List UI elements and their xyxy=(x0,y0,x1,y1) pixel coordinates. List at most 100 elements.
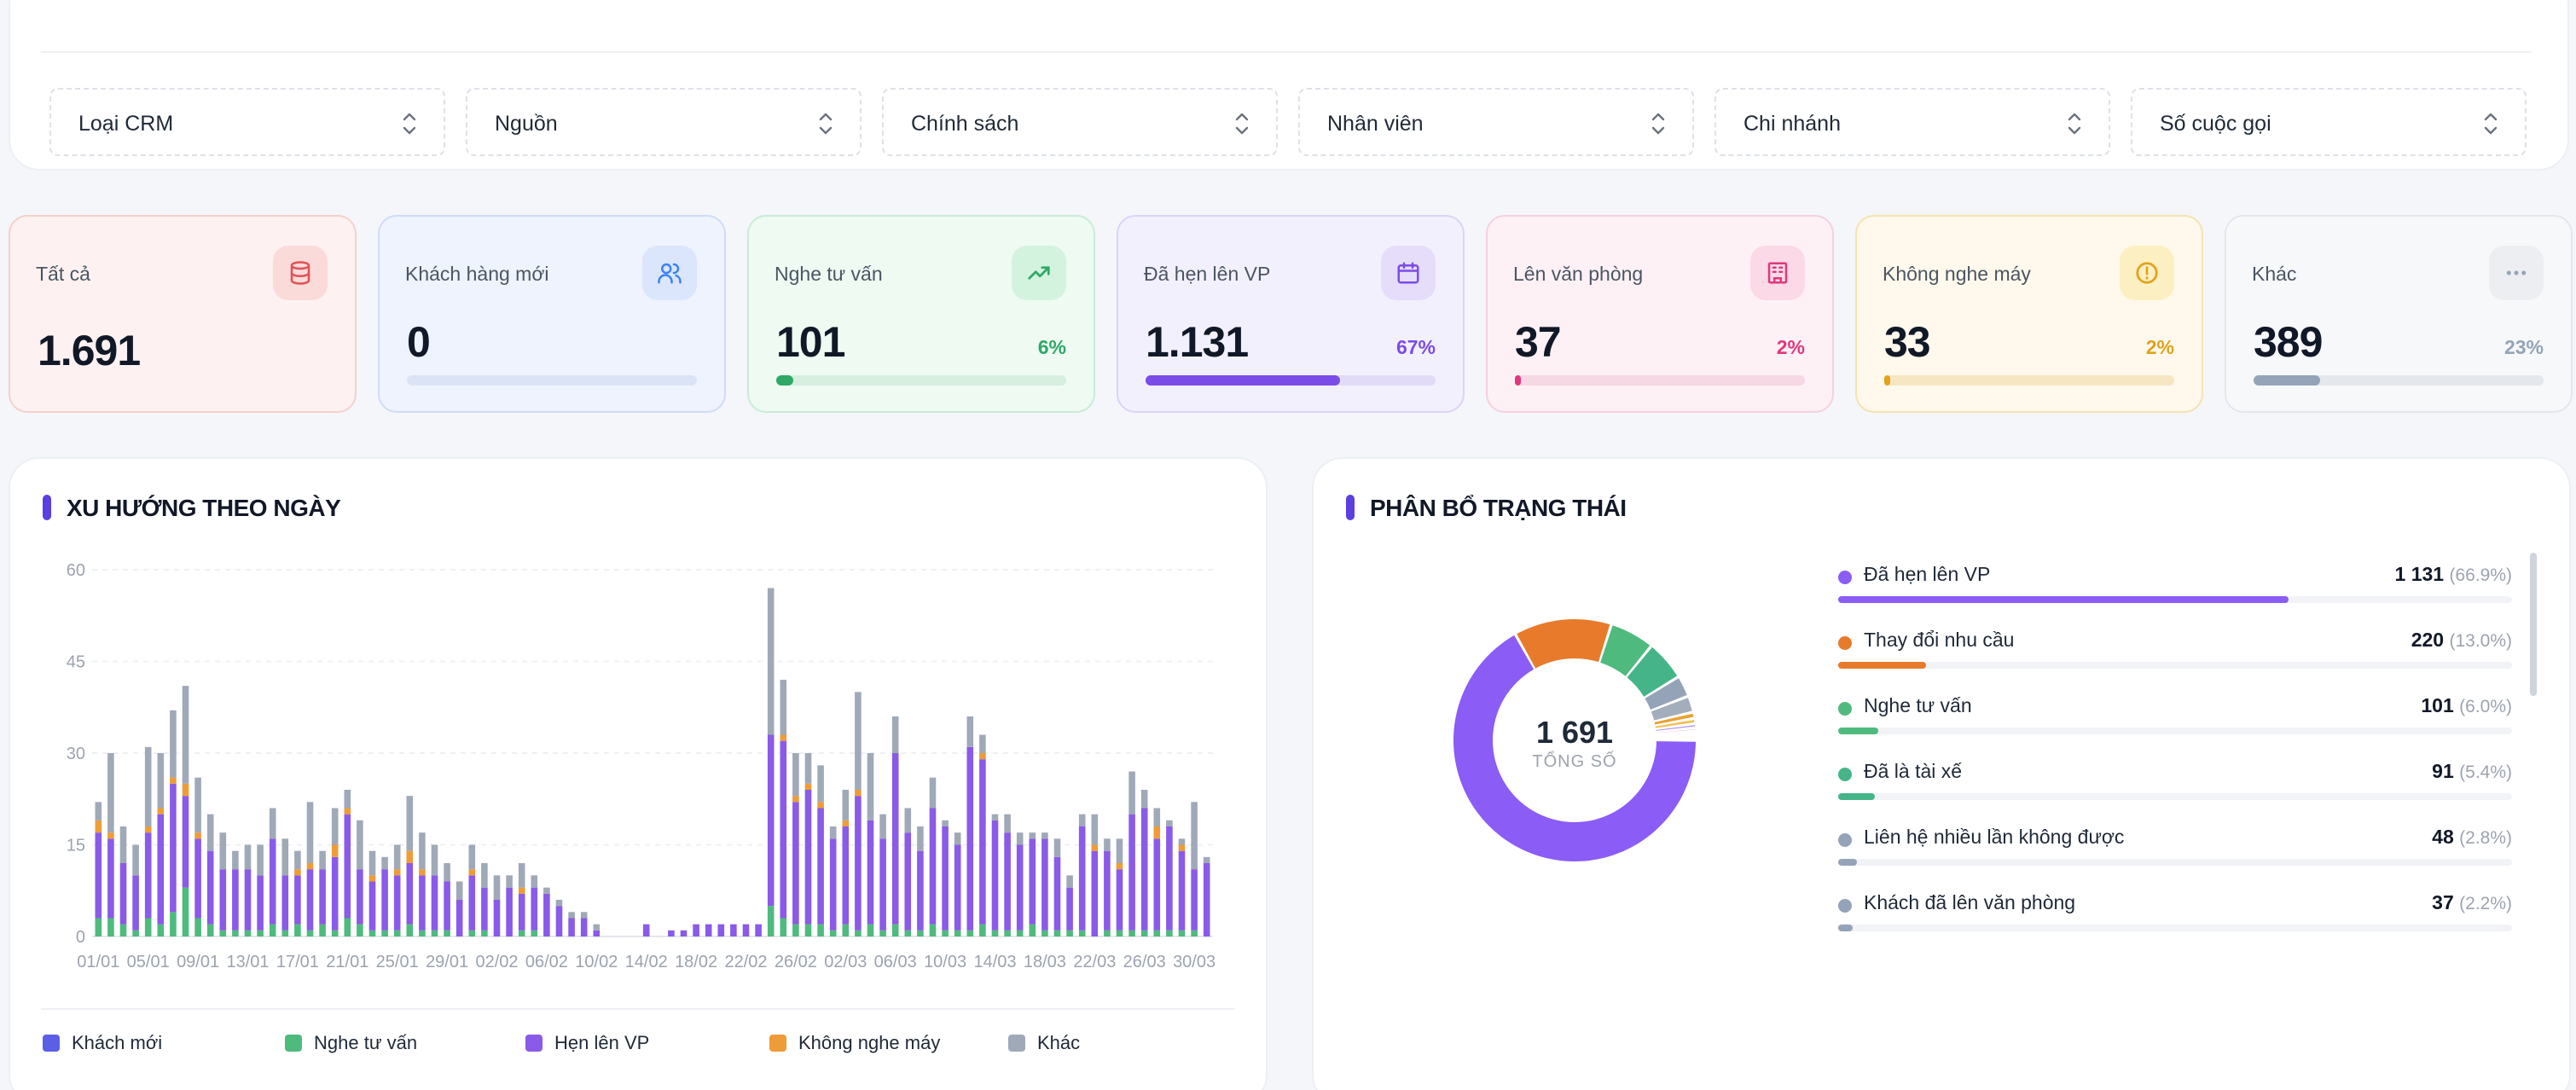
bar-segment xyxy=(481,930,488,936)
filter-select[interactable]: Nguồn xyxy=(466,88,862,156)
filter-label: Chính sách xyxy=(911,112,1019,136)
bar-segment xyxy=(455,881,463,900)
bar-segment xyxy=(182,796,189,888)
donut-slice[interactable] xyxy=(1656,728,1696,733)
status-bar-fill xyxy=(1838,596,2289,603)
stat-percent: 67% xyxy=(1395,336,1436,358)
stat-card-all[interactable]: Tất cả 1.691 xyxy=(9,215,357,413)
donut-slice[interactable] xyxy=(1600,625,1651,676)
donut-slice[interactable] xyxy=(1645,678,1687,710)
status-dot xyxy=(1838,768,1852,781)
status-name: Khách đã lên văn phòng xyxy=(1864,891,2076,913)
bar-segment xyxy=(842,790,850,820)
trend-title-accent xyxy=(43,495,51,520)
bar-segment xyxy=(855,790,862,797)
bar-segment xyxy=(804,753,812,784)
donut-total: 1 691 xyxy=(1535,715,1614,750)
stat-card-office[interactable]: Lên văn phòng 37 2% xyxy=(1486,215,1834,413)
bar-segment xyxy=(344,808,351,815)
bar-segment xyxy=(419,875,426,931)
bar-segment xyxy=(717,924,725,936)
distribution-scrollbar[interactable] xyxy=(2530,553,2537,696)
stat-progress-track xyxy=(407,375,697,386)
bar-segment xyxy=(1140,790,1148,809)
bar-segment xyxy=(767,588,775,735)
donut-slice[interactable] xyxy=(1651,698,1692,721)
stat-value: 101 xyxy=(776,318,845,366)
status-count: 91 (5.4%) xyxy=(2432,760,2512,782)
legend-swatch xyxy=(769,1035,786,1052)
bar-segment xyxy=(468,844,476,870)
status-row[interactable]: Liên hệ nhiều lần không được 48 (2.8%) xyxy=(1838,822,2512,882)
bar-segment xyxy=(817,765,824,803)
legend-item[interactable]: Hẹn lên VP xyxy=(525,1032,649,1054)
x-tick-label: 25/01 xyxy=(376,953,419,971)
bar-segment xyxy=(95,918,102,936)
legend-item[interactable]: Nghe tư vấn xyxy=(285,1032,417,1054)
bar-segment xyxy=(1053,930,1061,936)
bar-segment xyxy=(1041,838,1048,931)
bar-segment xyxy=(95,832,102,919)
stat-card-new[interactable]: Khách hàng mới 0 xyxy=(378,215,726,413)
legend-item[interactable]: Khách mới xyxy=(43,1032,162,1054)
donut-slice[interactable] xyxy=(1517,619,1610,669)
status-name: Đã là tài xế xyxy=(1864,760,1963,782)
bar-segment xyxy=(219,832,227,870)
stat-card-consult[interactable]: Nghe tư vấn 101 6% xyxy=(747,215,1095,413)
filter-select[interactable]: Chi nhánh xyxy=(1714,88,2110,156)
bar-segment xyxy=(792,753,799,797)
bar-segment xyxy=(357,869,363,925)
bar-segment xyxy=(767,734,775,907)
status-name: Đã hẹn lên VP xyxy=(1864,563,1991,585)
legend-item[interactable]: Không nghe máy xyxy=(769,1032,940,1054)
bar-segment xyxy=(1178,838,1186,845)
bar-segment xyxy=(829,930,837,936)
bar-segment xyxy=(804,790,812,925)
donut-slice[interactable] xyxy=(1453,635,1696,861)
bar-segment xyxy=(1166,826,1173,931)
status-row[interactable]: Khách đã lên văn phòng 37 (2.2%) xyxy=(1838,888,2512,948)
bar-segment xyxy=(979,753,986,760)
filter-select[interactable]: Số cuộc gọi xyxy=(2131,88,2527,156)
status-row[interactable]: Thay đổi nhu cầu 220 (13.0%) xyxy=(1838,625,2512,685)
bar-segment xyxy=(518,887,525,894)
stat-card-other[interactable]: Khác 389 23% xyxy=(2225,215,2573,413)
x-tick-label: 10/03 xyxy=(924,953,966,971)
x-tick-label: 22/03 xyxy=(1073,953,1116,971)
bar-segment xyxy=(792,924,799,936)
status-row[interactable]: Đã hẹn lên VP 1 131 (66.9%) xyxy=(1838,559,2512,619)
legend-swatch xyxy=(525,1035,542,1052)
bar-segment xyxy=(468,875,476,931)
distribution-title-accent xyxy=(1346,495,1355,520)
stat-card-noanswer[interactable]: Không nghe máy 33 2% xyxy=(1855,215,2203,413)
bar-segment xyxy=(1191,869,1198,931)
stat-progress-fill xyxy=(776,375,794,386)
bar-segment xyxy=(966,930,974,936)
bar-segment xyxy=(170,912,177,936)
donut-slice[interactable] xyxy=(1627,646,1678,697)
donut-slice[interactable] xyxy=(1655,719,1695,728)
status-row[interactable]: Nghe tư vấn 101 (6.0%) xyxy=(1838,691,2512,751)
bar-segment xyxy=(381,869,388,931)
stat-card-appointment[interactable]: Đã hẹn lên VP 1.131 67% xyxy=(1117,215,1465,413)
status-donut-chart xyxy=(1453,619,1696,861)
bar-segment xyxy=(331,856,339,931)
bar-segment xyxy=(593,930,600,936)
bar-segment xyxy=(368,930,376,936)
calendar-icon xyxy=(1381,246,1436,300)
bar-segment xyxy=(580,918,588,936)
bar-segment xyxy=(406,924,414,936)
y-tick-label: 30 xyxy=(67,745,85,763)
bar-segment xyxy=(855,796,862,931)
donut-slice[interactable] xyxy=(1656,725,1696,731)
bar-segment xyxy=(705,924,712,936)
filter-select[interactable]: Nhân viên xyxy=(1298,88,1694,156)
status-row[interactable]: Đã là tài xế 91 (5.4%) xyxy=(1838,757,2512,816)
bar-segment xyxy=(306,863,314,870)
bar-segment xyxy=(157,753,165,809)
filter-select[interactable]: Chính sách xyxy=(882,88,1278,156)
legend-item[interactable]: Khác xyxy=(1008,1032,1080,1054)
filter-select[interactable]: Loại CRM xyxy=(49,88,445,156)
bar-segment xyxy=(792,802,799,925)
donut-slice[interactable] xyxy=(1654,713,1694,725)
